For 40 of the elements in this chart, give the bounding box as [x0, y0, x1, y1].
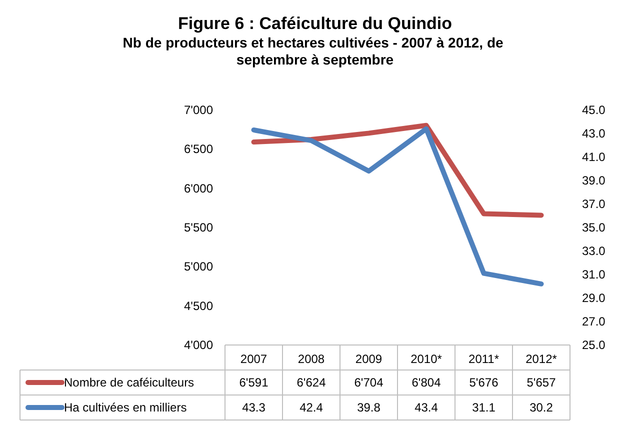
- x-tick-label: 2012*: [526, 352, 558, 366]
- y-tick-label: 6'500: [184, 142, 214, 156]
- x-tick-label: 2007: [240, 352, 268, 366]
- y2-tick-label: 35.0: [582, 220, 606, 234]
- y2-tick-label: 41.0: [582, 150, 606, 164]
- data-label: 6'591: [239, 376, 269, 390]
- y2-tick-label: 27.0: [582, 314, 606, 328]
- legend-label: Nombre de caféiculteurs: [64, 376, 194, 390]
- chart-subtitle: Nb de producteurs et hectares cultivées - 2007 à 2012, de septembre à septembre: [122, 34, 508, 68]
- data-label: 5'676: [469, 376, 499, 390]
- x-tick-label: 2010*: [410, 352, 442, 366]
- data-label: 31.1: [472, 400, 496, 414]
- y-tick-label: 6'000: [184, 181, 214, 196]
- y-tick-label: 5'500: [184, 220, 214, 234]
- data-label: 43.3: [242, 400, 266, 414]
- y2-tick-label: 25.0: [582, 338, 606, 352]
- y-tick-label: 7'000: [184, 103, 214, 117]
- data-label: 39.8: [357, 400, 381, 414]
- legend-label: Ha cultivées en milliers: [64, 400, 187, 414]
- data-label: 6'804: [412, 376, 442, 390]
- y2-tick-label: 39.0: [582, 174, 606, 188]
- data-label: 5'657: [526, 376, 556, 390]
- y-tick-label: 4'000: [184, 338, 214, 352]
- data-label: 30.2: [530, 400, 554, 414]
- data-label: 6'624: [296, 376, 326, 390]
- x-tick-label: 2008: [298, 352, 325, 366]
- y-tick-label: 4'500: [184, 298, 214, 313]
- y2-tick-label: 33.0: [582, 244, 606, 258]
- y2-tick-label: 29.0: [582, 291, 606, 305]
- data-label: 42.4: [300, 400, 324, 414]
- chart-title: Figure 6 : Caféiculture du Quindio: [178, 14, 452, 33]
- y2-tick-label: 45.0: [582, 103, 606, 117]
- y-tick-label: 5'000: [184, 260, 214, 274]
- y2-tick-label: 43.0: [582, 126, 606, 140]
- x-tick-label: 2011*: [468, 352, 500, 366]
- y2-tick-label: 37.0: [582, 197, 606, 211]
- y2-tick-label: 31.0: [582, 268, 606, 282]
- data-label: 6'704: [354, 376, 384, 390]
- x-tick-label: 2009: [355, 352, 382, 366]
- data-label: 43.4: [414, 400, 438, 414]
